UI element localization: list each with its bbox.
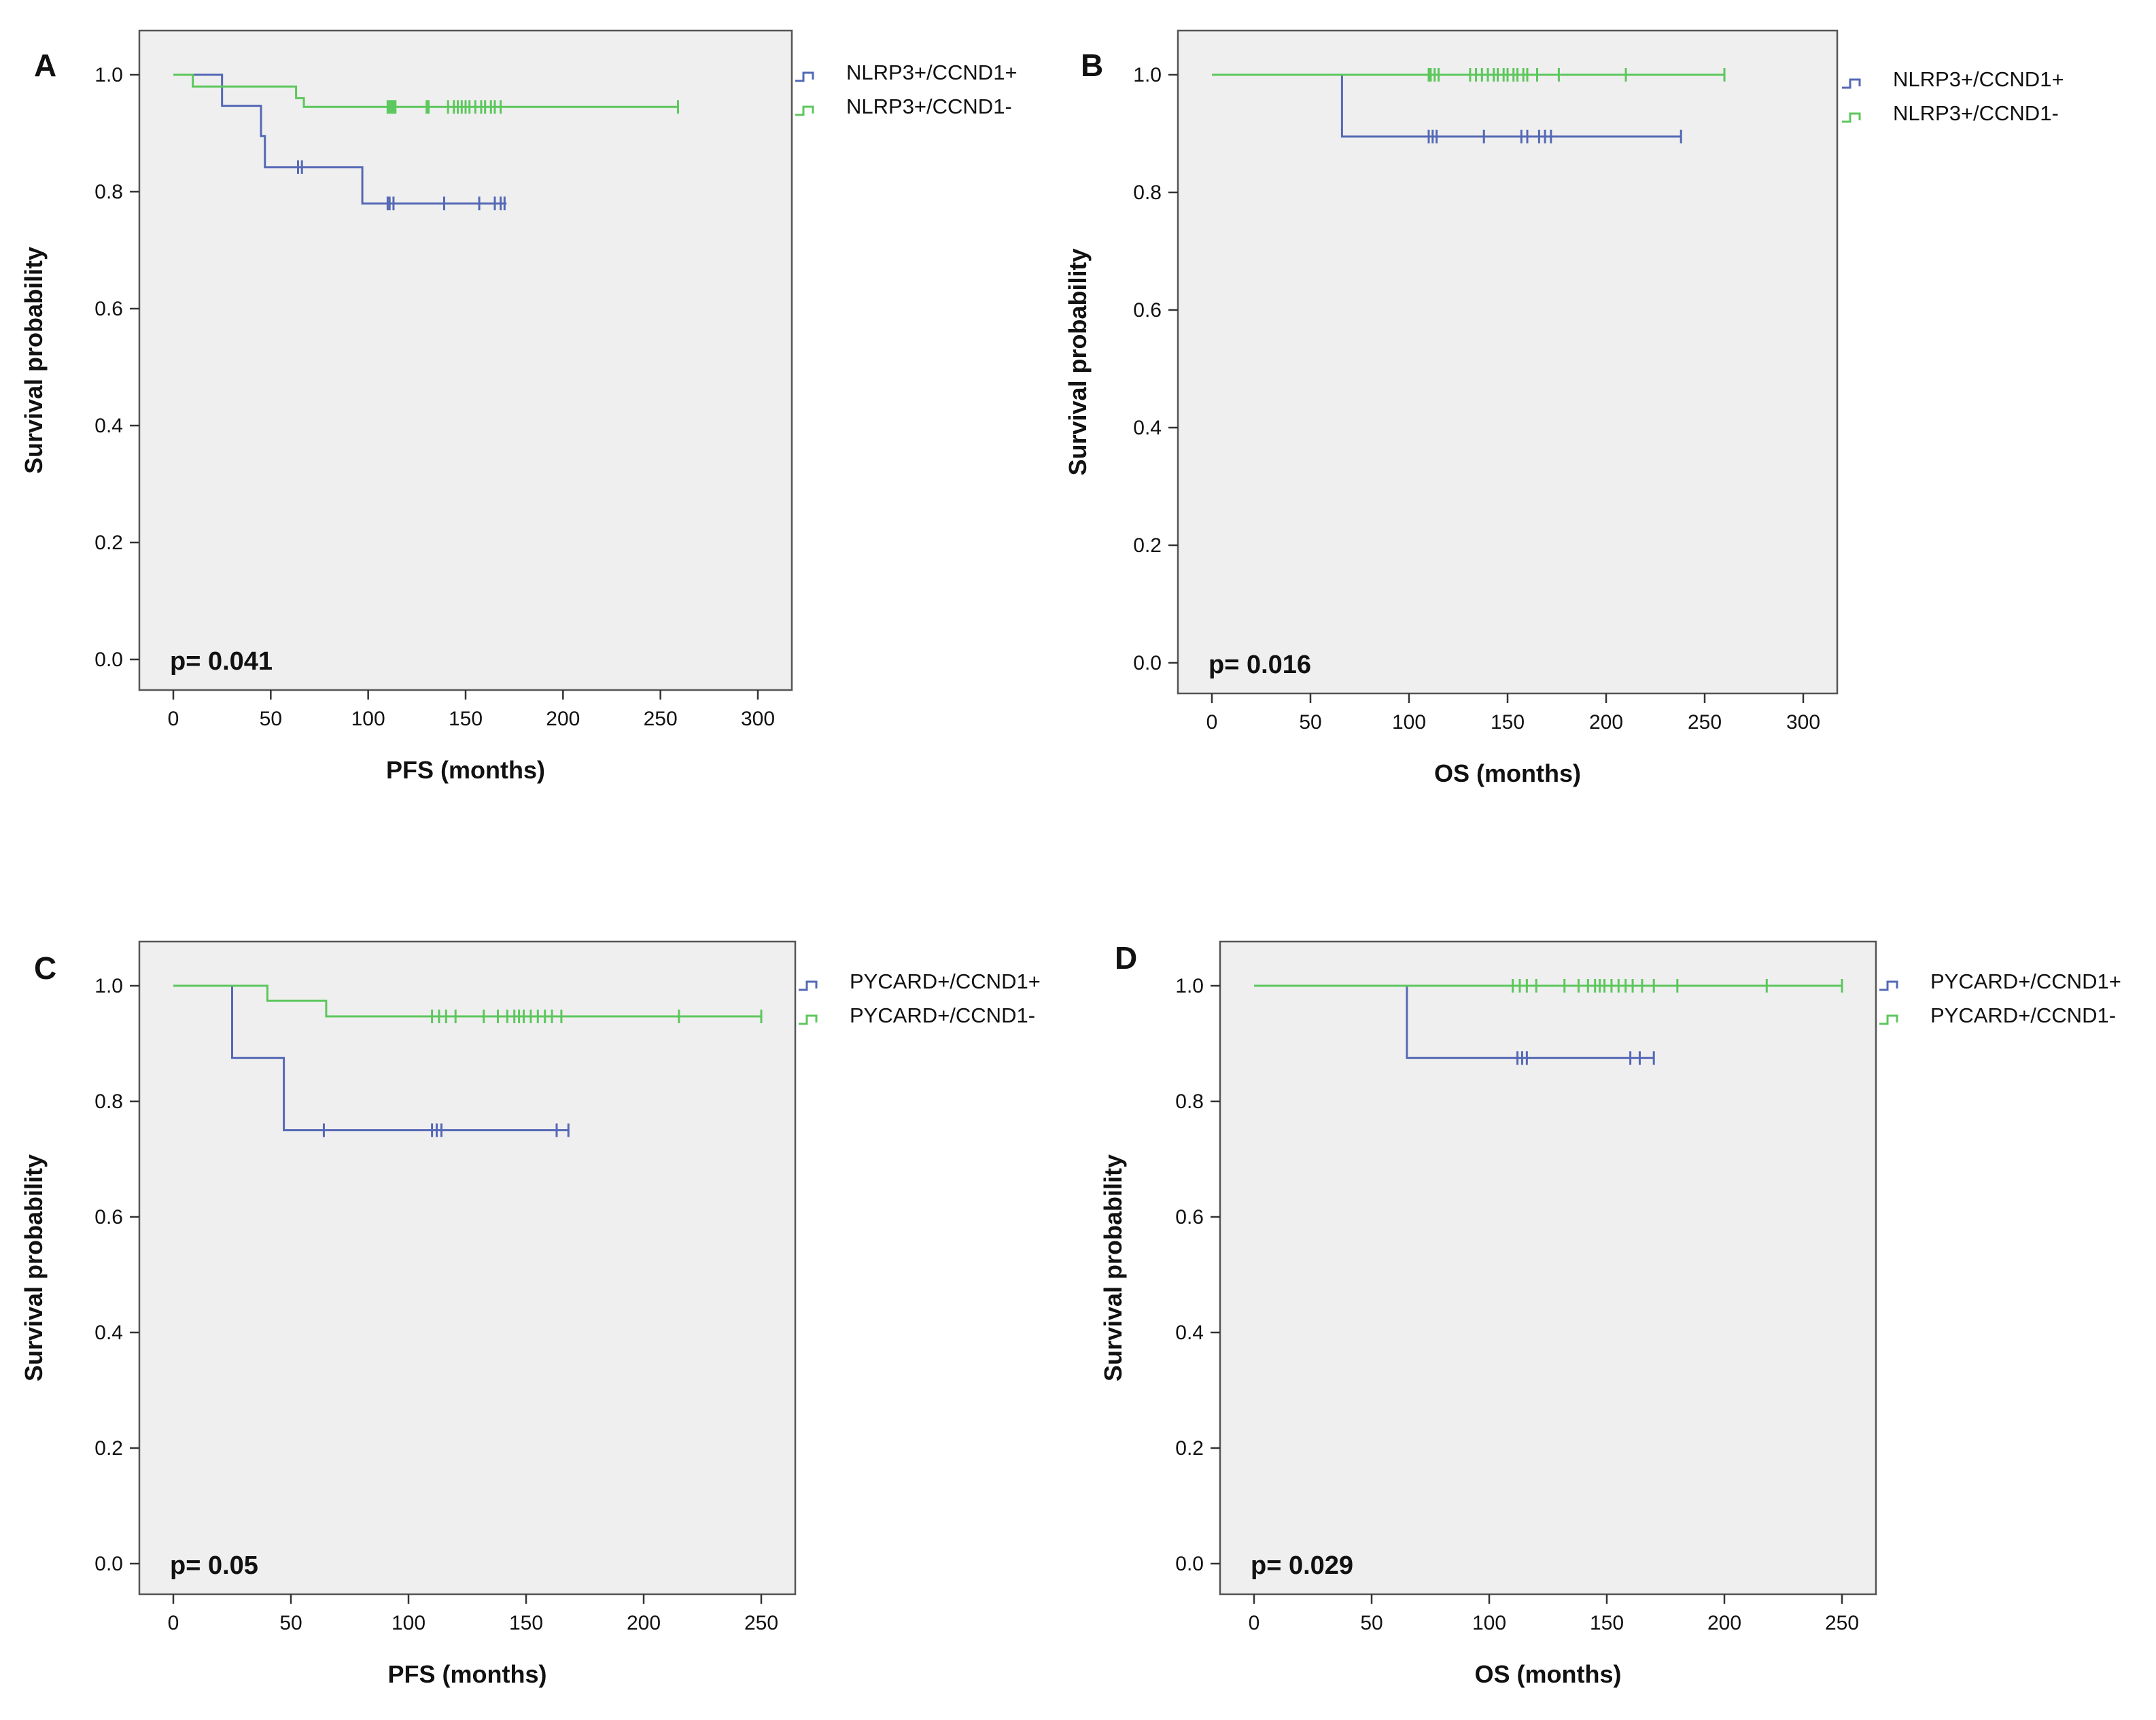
x-tick-label: 0	[1249, 1612, 1260, 1634]
y-tick-label: 0.2	[1175, 1437, 1204, 1460]
y-axis-title: Survival probability	[1064, 248, 1092, 475]
survival-curve-negative	[173, 73, 678, 108]
legend-label: PYCARD+/CCND1+	[850, 969, 1041, 993]
legend-label: NLRP3+/CCND1+	[1893, 67, 2064, 91]
panel-letter: C	[34, 950, 56, 986]
x-tick-label: 0	[1206, 711, 1218, 734]
y-axis-title: Survival probability	[20, 247, 48, 474]
x-tick-label: 0	[168, 708, 179, 730]
y-tick-label: 0.0	[1175, 1553, 1204, 1575]
y-tick-label: 0.2	[1133, 534, 1162, 557]
y-tick-label: 0.8	[94, 181, 123, 203]
y-tick-label: 0.8	[1175, 1090, 1204, 1113]
p-value-annotation: p= 0.016	[1209, 651, 1311, 679]
panel-letter: A	[34, 48, 56, 83]
legend-label: PYCARD+/CCND1-	[850, 1003, 1035, 1027]
x-tick-label: 100	[1392, 711, 1426, 734]
legend-symbol	[795, 71, 814, 82]
y-tick-label: 0.6	[1175, 1206, 1204, 1228]
x-tick-label: 250	[1825, 1612, 1859, 1634]
legend-symbol	[1879, 1014, 1898, 1025]
y-tick-label: 1.0	[94, 975, 123, 997]
x-tick-label: 250	[1688, 711, 1722, 734]
x-tick-label: 100	[351, 708, 385, 730]
y-tick-label: 0.8	[94, 1090, 123, 1113]
y-tick-label: 0.4	[1133, 417, 1162, 439]
legend-symbol	[795, 105, 814, 116]
x-axis-title: PFS (months)	[388, 1660, 547, 1688]
p-value-annotation: p= 0.05	[170, 1551, 258, 1580]
y-tick-label: 0.6	[94, 1206, 123, 1228]
plot-area	[138, 940, 797, 1596]
x-axis-title: OS (months)	[1475, 1660, 1622, 1688]
plot-area	[138, 29, 793, 691]
y-tick-label: 0.6	[94, 298, 123, 320]
x-tick-label: 50	[279, 1612, 302, 1634]
y-tick-label: 0.8	[1133, 182, 1162, 204]
panel-letter: D	[1115, 940, 1137, 976]
x-tick-label: 200	[1707, 1612, 1741, 1634]
legend-label: NLRP3+/CCND1+	[846, 61, 1018, 84]
y-tick-label: 0.0	[94, 649, 123, 671]
plot-area	[1177, 29, 1839, 695]
x-axis-title: PFS (months)	[386, 756, 545, 784]
y-tick-label: 0.0	[1133, 652, 1162, 674]
legend-symbol	[1842, 78, 1861, 89]
x-tick-label: 100	[392, 1612, 425, 1634]
chart-panel-c: C 0.0 0.2 0.4 0.6 0.8 1.0 0 50 100 150 200 250 PFS (m…	[20, 940, 1041, 1688]
x-tick-label: 300	[1786, 711, 1820, 734]
y-tick-label: 1.0	[1175, 975, 1204, 997]
x-tick-label: 250	[644, 708, 678, 730]
legend-symbol	[799, 1014, 818, 1025]
plot-area	[1219, 940, 1877, 1596]
chart-panel-a: A 0.0 0.2 0.4 0.6 0.8 1.0 0 50 100 150 200 250 300 PFS…	[20, 29, 1018, 784]
p-value-annotation: p= 0.029	[1251, 1551, 1353, 1580]
x-tick-label: 200	[546, 708, 580, 730]
panel-letter: B	[1081, 48, 1103, 83]
x-tick-label: 200	[1589, 711, 1623, 734]
p-value-annotation: p= 0.041	[170, 647, 273, 676]
legend-label: NLRP3+/CCND1-	[846, 94, 1012, 118]
x-tick-label: 100	[1472, 1612, 1506, 1634]
y-tick-label: 0.2	[94, 532, 123, 554]
legend-label: NLRP3+/CCND1-	[1893, 101, 2059, 125]
x-tick-label: 50	[1360, 1612, 1383, 1634]
chart-panel-b: B 0.0 0.2 0.4 0.6 0.8 1.0 0 50 100 150 200 250 300 OS …	[1064, 29, 2064, 787]
legend-symbol	[1879, 980, 1898, 991]
x-tick-label: 250	[744, 1612, 778, 1634]
chart-panel-d: D 0.0 0.2 0.4 0.6 0.8 1.0 0 50 100 150 200 250 OS (mo…	[1099, 940, 2121, 1688]
legend-symbol	[1842, 112, 1861, 123]
x-tick-label: 50	[1299, 711, 1321, 734]
x-tick-label: 150	[1590, 1612, 1624, 1634]
y-tick-label: 0.0	[94, 1553, 123, 1575]
x-tick-label: 50	[260, 708, 282, 730]
y-tick-label: 1.0	[1133, 64, 1162, 86]
y-tick-label: 0.4	[94, 1322, 123, 1344]
y-tick-label: 0.4	[1175, 1322, 1204, 1344]
y-axis-title: Survival probability	[1099, 1154, 1127, 1381]
legend-label: PYCARD+/CCND1-	[1930, 1003, 2116, 1027]
x-axis-title: OS (months)	[1434, 759, 1581, 787]
legend-symbol	[799, 980, 818, 991]
y-tick-label: 0.2	[94, 1437, 123, 1460]
legend-label: PYCARD+/CCND1+	[1930, 969, 2121, 993]
survival-curve-positive	[173, 73, 507, 205]
x-tick-label: 200	[627, 1612, 661, 1634]
y-tick-label: 1.0	[94, 64, 123, 86]
x-tick-label: 0	[168, 1612, 179, 1634]
x-tick-label: 150	[509, 1612, 543, 1634]
x-tick-label: 150	[449, 708, 483, 730]
survival-curve-negative	[173, 984, 761, 1018]
y-tick-label: 0.4	[94, 415, 123, 437]
y-tick-label: 0.6	[1133, 299, 1162, 322]
x-tick-label: 150	[1491, 711, 1525, 734]
y-axis-title: Survival probability	[20, 1154, 48, 1381]
x-tick-label: 300	[741, 708, 775, 730]
